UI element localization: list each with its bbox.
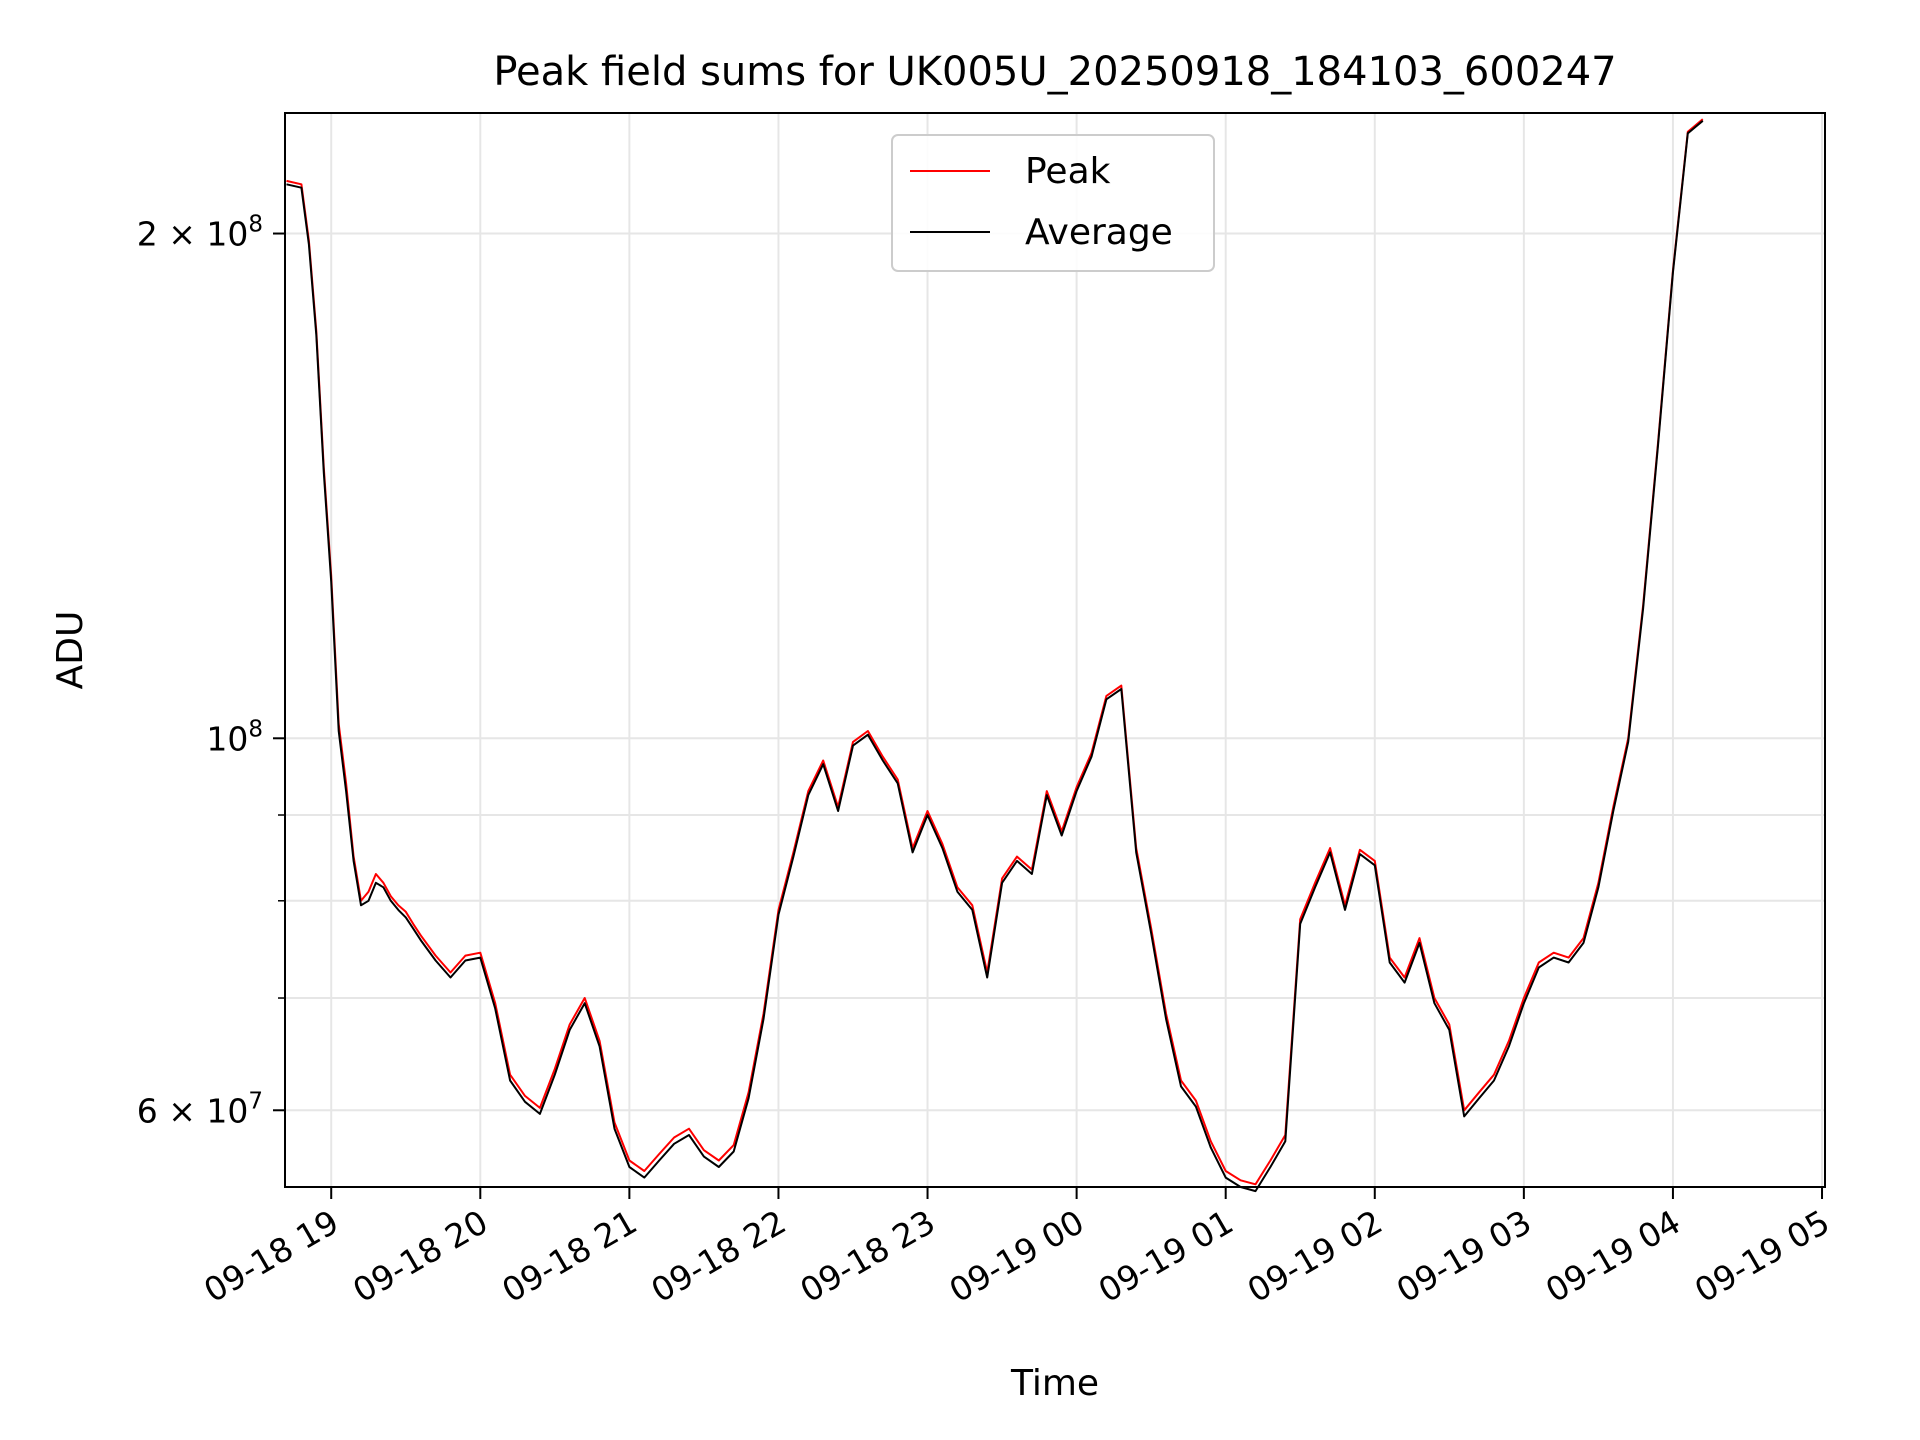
- y-tick-times: ×: [158, 1091, 207, 1130]
- series-line-average: [286, 120, 1704, 1193]
- legend-box: [891, 134, 1215, 272]
- y-tick-base: 10: [206, 719, 248, 758]
- y-tick-times: ×: [158, 215, 207, 254]
- y-tick-label: 6 × 107: [137, 1088, 263, 1130]
- legend-peak-label: Peak: [1025, 151, 1111, 192]
- y-tick-exponent: 7: [248, 1088, 263, 1114]
- y-tick-exponent: 8: [248, 716, 263, 742]
- y-axis-label: ADU: [50, 611, 91, 690]
- series-line-peak: [286, 118, 1704, 1186]
- y-tick-mantissa: 2: [137, 215, 158, 254]
- legend-average-label: Average: [1025, 212, 1173, 253]
- y-tick-label: 2 × 108: [137, 212, 263, 254]
- y-tick-base: 10: [206, 215, 248, 254]
- chart-title: Peak field sums for UK005U_20250918_1841…: [493, 49, 1616, 95]
- x-axis-label: Time: [1010, 1363, 1099, 1404]
- series-lines: [286, 118, 1704, 1193]
- y-tick-base: 10: [206, 1091, 248, 1130]
- plot-frame: [284, 112, 1826, 1188]
- y-tick-label: 108: [206, 716, 263, 758]
- y-tick-mantissa: 6: [137, 1091, 158, 1130]
- y-tick-exponent: 8: [248, 212, 263, 238]
- legend: Peak Average: [891, 134, 1215, 272]
